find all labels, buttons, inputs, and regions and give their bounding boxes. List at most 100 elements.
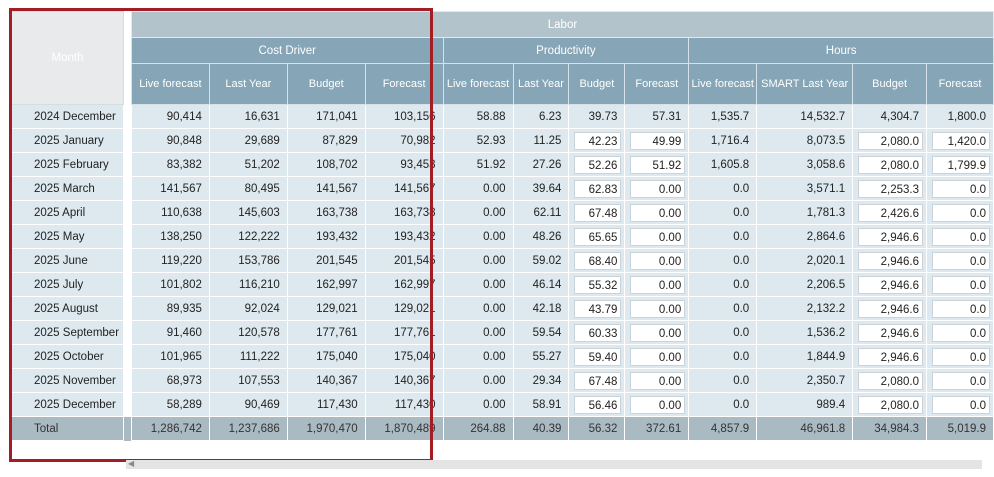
cell-input[interactable]: 60.33 <box>574 323 622 342</box>
editable-cell[interactable]: 2,946.6 <box>852 344 928 369</box>
editable-cell[interactable]: 0.0 <box>926 344 994 369</box>
column-header[interactable]: Last Year <box>512 63 570 105</box>
editable-cell[interactable]: 0.00 <box>624 344 690 369</box>
editable-cell[interactable]: 0.0 <box>926 392 994 417</box>
cell-input[interactable]: 67.48 <box>574 371 622 390</box>
cell-input[interactable]: 0.00 <box>630 179 686 198</box>
cell-input[interactable]: 2,946.6 <box>858 347 924 366</box>
editable-cell[interactable]: 0.00 <box>624 392 690 417</box>
cell-input[interactable]: 0.0 <box>932 251 990 270</box>
scroll-left-icon[interactable]: ◀ <box>128 459 135 468</box>
cell-input[interactable]: 56.46 <box>574 395 622 414</box>
editable-cell[interactable]: 56.46 <box>568 392 626 417</box>
cell-input[interactable]: 2,080.0 <box>858 155 924 174</box>
editable-cell[interactable]: 0.0 <box>926 368 994 393</box>
cell-input[interactable]: 0.0 <box>932 179 990 198</box>
cell-input[interactable]: 2,253.3 <box>858 179 924 198</box>
editable-cell[interactable]: 0.0 <box>926 272 994 297</box>
cell-input[interactable]: 0.0 <box>932 347 990 366</box>
editable-cell[interactable]: 2,080.0 <box>852 152 928 177</box>
editable-cell[interactable]: 60.33 <box>568 320 626 345</box>
editable-cell[interactable]: 43.79 <box>568 296 626 321</box>
editable-cell[interactable]: 0.0 <box>926 176 994 201</box>
cell-input[interactable]: 0.00 <box>630 203 686 222</box>
cell-input[interactable]: 43.79 <box>574 299 622 318</box>
editable-cell[interactable]: 0.00 <box>624 224 690 249</box>
cell-input[interactable]: 0.00 <box>630 275 686 294</box>
column-header[interactable]: Budget <box>286 63 366 105</box>
editable-cell[interactable]: 42.23 <box>568 128 626 153</box>
editable-cell[interactable]: 59.40 <box>568 344 626 369</box>
editable-cell[interactable]: 0.00 <box>624 272 690 297</box>
editable-cell[interactable]: 2,080.0 <box>852 128 928 153</box>
column-header[interactable]: Live forecast <box>688 63 758 105</box>
editable-cell[interactable]: 2,080.0 <box>852 392 928 417</box>
cell-input[interactable]: 0.00 <box>630 227 686 246</box>
cell-input[interactable]: 51.92 <box>630 155 686 174</box>
cell-input[interactable]: 42.23 <box>574 131 622 150</box>
cell-input[interactable]: 0.0 <box>932 299 990 318</box>
cell-input[interactable]: 2,946.6 <box>858 227 924 246</box>
editable-cell[interactable]: 0.00 <box>624 248 690 273</box>
editable-cell[interactable]: 2,253.3 <box>852 176 928 201</box>
editable-cell[interactable]: 1,799.9 <box>926 152 994 177</box>
cell-input[interactable]: 2,426.6 <box>858 203 924 222</box>
editable-cell[interactable]: 0.00 <box>624 176 690 201</box>
editable-cell[interactable]: 0.0 <box>926 296 994 321</box>
cell-input[interactable]: 67.48 <box>574 203 622 222</box>
editable-cell[interactable]: 0.0 <box>926 248 994 273</box>
column-header[interactable]: Live forecast <box>442 63 514 105</box>
column-header[interactable]: Forecast <box>926 63 994 105</box>
editable-cell[interactable]: 51.92 <box>624 152 690 177</box>
cell-input[interactable]: 1,799.9 <box>932 155 990 174</box>
column-header[interactable]: SMART Last Year <box>756 63 854 105</box>
cell-input[interactable]: 0.00 <box>630 251 686 270</box>
cell-input[interactable]: 2,946.6 <box>858 275 924 294</box>
cell-input[interactable]: 0.00 <box>630 299 686 318</box>
cell-input[interactable]: 2,080.0 <box>858 395 924 414</box>
cell-input[interactable]: 0.00 <box>630 323 686 342</box>
editable-cell[interactable]: 2,946.6 <box>852 272 928 297</box>
editable-cell[interactable]: 0.0 <box>926 200 994 225</box>
editable-cell[interactable]: 55.32 <box>568 272 626 297</box>
editable-cell[interactable]: 0.00 <box>624 200 690 225</box>
editable-cell[interactable]: 0.00 <box>624 296 690 321</box>
editable-cell[interactable]: 0.0 <box>926 224 994 249</box>
column-header[interactable]: Last Year <box>208 63 288 105</box>
cell-input[interactable]: 68.40 <box>574 251 622 270</box>
editable-cell[interactable]: 2,080.0 <box>852 368 928 393</box>
cell-input[interactable]: 2,946.6 <box>858 323 924 342</box>
editable-cell[interactable]: 0.0 <box>926 320 994 345</box>
cell-input[interactable]: 0.0 <box>932 275 990 294</box>
cell-input[interactable]: 0.00 <box>630 371 686 390</box>
editable-cell[interactable]: 68.40 <box>568 248 626 273</box>
cell-input[interactable]: 0.0 <box>932 395 990 414</box>
editable-cell[interactable]: 0.00 <box>624 320 690 345</box>
editable-cell[interactable]: 52.26 <box>568 152 626 177</box>
editable-cell[interactable]: 67.48 <box>568 368 626 393</box>
editable-cell[interactable]: 67.48 <box>568 200 626 225</box>
cell-input[interactable]: 2,946.6 <box>858 251 924 270</box>
column-header[interactable]: Forecast <box>624 63 690 105</box>
editable-cell[interactable]: 62.83 <box>568 176 626 201</box>
editable-cell[interactable]: 2,946.6 <box>852 224 928 249</box>
cell-input[interactable]: 1,420.0 <box>932 131 990 150</box>
editable-cell[interactable]: 2,946.6 <box>852 248 928 273</box>
cell-input[interactable]: 2,080.0 <box>858 131 924 150</box>
cell-input[interactable]: 65.65 <box>574 227 622 246</box>
column-header[interactable]: Budget <box>568 63 626 105</box>
cell-input[interactable]: 0.00 <box>630 347 686 366</box>
cell-input[interactable]: 49.99 <box>630 131 686 150</box>
column-header[interactable]: Budget <box>852 63 928 105</box>
editable-cell[interactable]: 2,946.6 <box>852 320 928 345</box>
cell-input[interactable]: 52.26 <box>574 155 622 174</box>
editable-cell[interactable]: 2,946.6 <box>852 296 928 321</box>
horizontal-scrollbar[interactable]: ◀ <box>126 459 982 469</box>
cell-input[interactable]: 2,080.0 <box>858 371 924 390</box>
cell-input[interactable]: 62.83 <box>574 179 622 198</box>
editable-cell[interactable]: 1,420.0 <box>926 128 994 153</box>
editable-cell[interactable]: 2,426.6 <box>852 200 928 225</box>
cell-input[interactable]: 2,946.6 <box>858 299 924 318</box>
editable-cell[interactable]: 65.65 <box>568 224 626 249</box>
cell-input[interactable]: 0.0 <box>932 371 990 390</box>
